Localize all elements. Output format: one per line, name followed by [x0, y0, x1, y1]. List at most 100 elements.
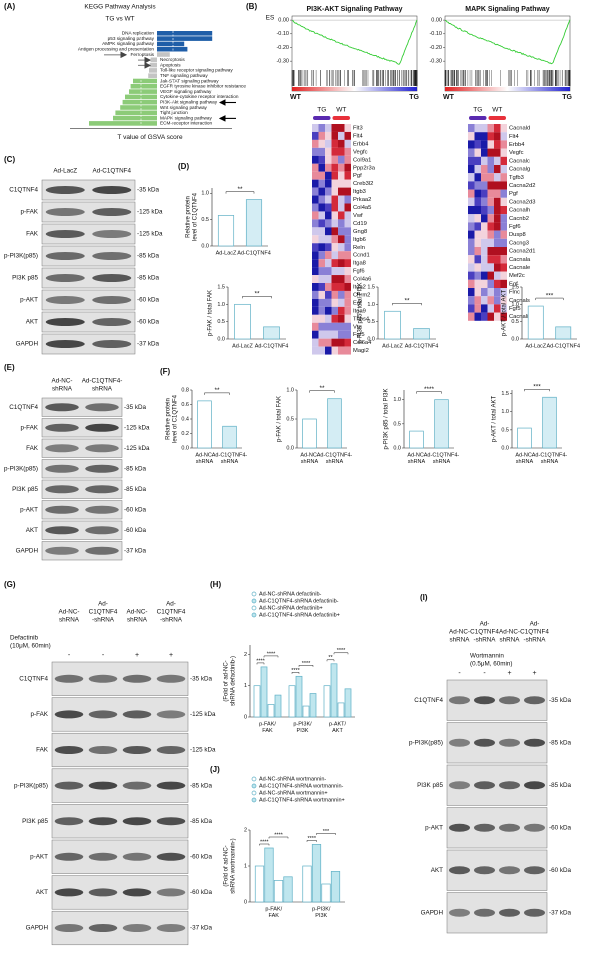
gene-label: Col9a1: [353, 157, 371, 163]
heat-cell: [500, 197, 507, 206]
heat-cell: [325, 235, 332, 244]
heat-cell: [318, 163, 325, 172]
kda-label: -60 kDa: [190, 853, 213, 860]
heat-cell: [318, 275, 325, 283]
heat-cell: [325, 211, 332, 220]
heat-cell: [318, 124, 325, 132]
band: [449, 696, 470, 705]
heat-cell: [468, 165, 475, 174]
heat-cell: [344, 283, 351, 291]
gene-label: Gng8: [353, 229, 367, 235]
heat-cell: [500, 304, 507, 313]
heat-cell: [318, 314, 325, 323]
y-tick-label: 0.0: [181, 445, 189, 451]
gene-label: Itga9: [353, 308, 366, 314]
group-bar: [469, 116, 487, 120]
y-tick-label: -0.20: [276, 45, 289, 51]
protein-label: FAK: [26, 231, 39, 238]
heat-cell: [487, 189, 494, 198]
blot-strip: [41, 541, 123, 561]
legend-label: Ad-C1QTNF4-shRNA wortmannin-: [259, 783, 344, 789]
treatment-sign: +: [507, 670, 511, 677]
heat-cell: [338, 163, 345, 172]
heat-cell: [325, 306, 332, 315]
bar: [149, 68, 157, 73]
heat-cell: [494, 206, 501, 215]
blot-strip: [41, 418, 123, 438]
y-tick-label: 0: [244, 714, 247, 720]
band: [156, 746, 186, 754]
x-tick-label: PI3K: [315, 913, 327, 919]
bar: [273, 880, 284, 903]
sig-label: **: [237, 186, 243, 193]
y-tick-label: 0.5: [501, 427, 509, 433]
x-tick-label: AKT: [332, 728, 343, 734]
heat-cell: [312, 290, 319, 299]
bar: [217, 215, 235, 247]
column-label: -shRNA: [473, 637, 496, 644]
x-tick-label: p-AKT/: [329, 721, 347, 727]
heat-cell: [468, 279, 475, 288]
band: [88, 710, 118, 719]
band: [54, 888, 84, 897]
protein-label: p-AKT: [425, 824, 443, 831]
heat-cell: [344, 235, 351, 244]
protein-label: C1QTNF4: [19, 675, 48, 682]
heat-cell: [318, 251, 325, 260]
heat-cell: [474, 263, 481, 272]
legend-label: Ad-NC-shRNA defactinib-: [259, 591, 322, 597]
sig-label: ****: [260, 839, 269, 845]
heat-cell: [318, 298, 325, 307]
bar: [157, 41, 185, 47]
heat-cell: [338, 211, 345, 220]
protein-label: GAPDH: [16, 547, 39, 554]
column-label: Ad-NC-: [59, 609, 80, 616]
heat-cell: [494, 181, 501, 190]
y-tick-label: -0.10: [429, 31, 442, 37]
band: [54, 852, 84, 861]
kda-label: -60 kDa: [124, 506, 147, 513]
heat-cell: [325, 298, 332, 307]
heat-cell: [500, 279, 507, 288]
heat-cell: [468, 173, 475, 182]
y-tick-label: 0.00: [278, 18, 289, 24]
heat-cell: [331, 195, 338, 204]
heat-cell: [312, 179, 319, 188]
gene-label: Cacnale: [509, 265, 530, 271]
heat-cell: [468, 288, 475, 297]
heat-cell: [338, 124, 345, 132]
heat-cell: [312, 211, 319, 220]
plot-frame: [291, 15, 418, 92]
heat-cell: [331, 322, 338, 331]
legend-label: Ad-C1QTNF4-shRNA defactinib-: [259, 598, 339, 604]
sig-bracket: [333, 652, 349, 655]
band: [45, 403, 79, 412]
gene-label: Erbb4: [353, 141, 369, 147]
group-bar: [488, 116, 506, 120]
bar: [264, 847, 274, 903]
band: [122, 710, 152, 719]
heat-cell: [325, 267, 332, 276]
heat-cell: [338, 314, 345, 323]
heat-cell: [468, 156, 475, 165]
heat-cell: [318, 171, 325, 180]
gene-label: Cacnala: [509, 257, 531, 263]
heat-cell: [344, 243, 351, 252]
band: [54, 924, 84, 932]
bar: [274, 694, 282, 718]
gene-label: Itga8: [353, 261, 366, 267]
treatment-label: Wortmannin: [470, 653, 504, 660]
y-axis-label: p-PI3K p85 / total PI3K: [384, 388, 390, 449]
gene-label: Flt3: [353, 126, 363, 132]
heat-cell: [338, 243, 345, 252]
panel-label: (F): [160, 367, 171, 376]
band: [45, 230, 85, 238]
heat-cell: [312, 163, 319, 172]
protein-label: p-PI3K(p85): [4, 253, 38, 260]
blot-strip: [41, 438, 123, 458]
x-tick-label: p-FAK/: [259, 721, 276, 727]
sig-label: ****: [256, 658, 265, 664]
heat-cell: [331, 171, 338, 180]
heat-cell: [481, 132, 488, 141]
